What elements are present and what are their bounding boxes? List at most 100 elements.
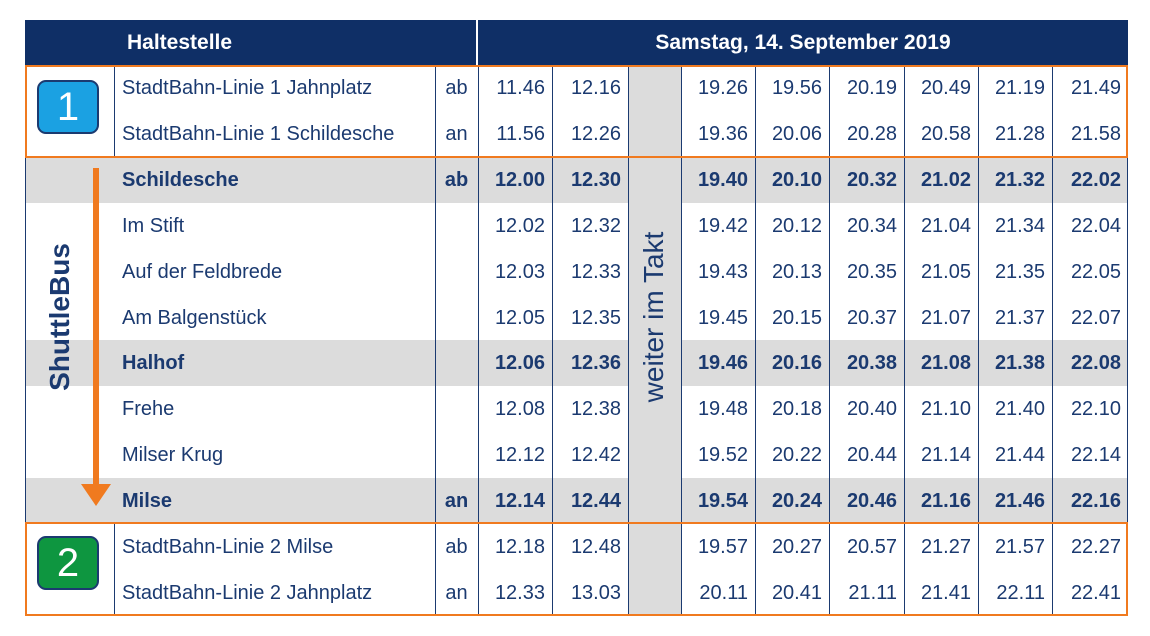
departure-time: 20.57 xyxy=(846,536,897,558)
departure-time: 12.30 xyxy=(570,168,621,191)
departure-time: 20.44 xyxy=(846,444,897,467)
table-row: StadtBahn-Linie 1 Schildesche an 11.56 12.2… xyxy=(25,111,1128,157)
departure-time: 19.40 xyxy=(697,168,748,191)
column-divider xyxy=(904,65,905,616)
column-divider xyxy=(681,65,682,616)
departure-time: 13.03 xyxy=(570,581,621,604)
header-date-cell xyxy=(478,20,1128,65)
departure-time: 20.11 xyxy=(699,581,748,604)
timetable: Haltestelle Samstag, 14. September 2019 … xyxy=(25,20,1128,616)
shuttle-section-frame xyxy=(25,158,1128,522)
departure-time: 21.41 xyxy=(920,581,971,604)
direction-label: an xyxy=(444,490,469,513)
departure-time: 12.06 xyxy=(494,352,545,375)
departure-time: 22.10 xyxy=(1070,398,1121,421)
departure-time: 20.41 xyxy=(771,581,822,604)
departure-time: 19.52 xyxy=(697,444,748,467)
departure-time: 20.49 xyxy=(920,77,971,99)
departure-time: 12.02 xyxy=(494,214,545,237)
header-date: Samstag, 14. September 2019 xyxy=(655,31,951,54)
departure-time: 12.05 xyxy=(494,306,545,329)
departure-time: 21.10 xyxy=(920,398,971,421)
stop-name: Am Balgenstück xyxy=(122,306,267,329)
departure-time: 21.34 xyxy=(994,214,1045,237)
departure-time: 22.08 xyxy=(1070,352,1121,375)
departure-time: 12.36 xyxy=(570,352,621,375)
departure-time: 21.04 xyxy=(920,214,971,237)
departure-time: 22.07 xyxy=(1070,306,1121,329)
departure-time: 21.08 xyxy=(920,352,971,375)
departure-time: 22.14 xyxy=(1070,444,1121,467)
stop-name: Milser Krug xyxy=(122,444,224,467)
departure-time: 12.38 xyxy=(570,398,621,421)
column-divider xyxy=(978,65,979,616)
departure-time: 20.10 xyxy=(771,168,822,191)
departure-time: 21.44 xyxy=(994,444,1045,467)
departure-time: 22.11 xyxy=(996,581,1045,604)
stop-name: Schildesche xyxy=(122,168,239,191)
departure-time: 12.08 xyxy=(494,398,545,421)
table-row: Schildesche ab 12.00 12.30 19.40 20.10 20.32 21… xyxy=(25,156,1128,203)
direction-label: ab xyxy=(445,536,468,558)
column-divider xyxy=(628,65,629,616)
column-divider xyxy=(1052,65,1053,616)
departure-time: 19.54 xyxy=(697,490,748,513)
departure-time: 20.35 xyxy=(846,260,897,283)
departure-time: 21.07 xyxy=(920,306,971,329)
departure-time: 21.14 xyxy=(920,444,971,467)
column-divider xyxy=(829,65,830,616)
departure-time: 19.36 xyxy=(697,122,748,145)
departure-time: 21.02 xyxy=(920,168,971,191)
departure-time: 21.58 xyxy=(1070,122,1121,145)
table-row: Im Stift 12.02 12.32 19.42 20.12 20.34 21.04 21… xyxy=(25,203,1128,249)
line-2-badge: 2 xyxy=(37,536,99,590)
line-2-box xyxy=(25,522,1128,616)
departure-time: 20.12 xyxy=(771,214,822,237)
departure-time: 12.18 xyxy=(494,536,545,558)
line-1-badge: 1 xyxy=(37,80,99,134)
stop-name: Halhof xyxy=(122,352,185,375)
departure-time: 12.42 xyxy=(570,444,621,467)
departure-time: 21.27 xyxy=(920,536,971,558)
column-divider xyxy=(755,65,756,616)
table-row: Milse an 12.14 12.44 19.54 20.24 20.46 21.16 21.… xyxy=(25,478,1128,524)
badge-column-divider xyxy=(114,65,115,158)
departure-time: 20.19 xyxy=(846,77,897,99)
shuttle-arrow-icon xyxy=(81,168,111,506)
departure-time: 20.28 xyxy=(846,122,897,145)
departure-time: 20.27 xyxy=(771,536,822,558)
departure-time: 21.49 xyxy=(1070,77,1121,99)
departure-time: 20.16 xyxy=(771,352,822,375)
departure-time: 20.58 xyxy=(920,122,971,145)
departure-time: 12.14 xyxy=(494,490,545,513)
departure-time: 21.37 xyxy=(994,306,1045,329)
departure-time: 19.46 xyxy=(697,352,748,375)
departure-time: 12.16 xyxy=(570,77,621,99)
departure-time: 12.00 xyxy=(494,168,545,191)
departure-time: 19.57 xyxy=(697,536,748,558)
departure-time: 20.15 xyxy=(771,306,822,329)
departure-time: 22.02 xyxy=(1070,168,1121,191)
departure-time: 22.27 xyxy=(1070,536,1121,558)
departure-time: 20.18 xyxy=(771,398,822,421)
stop-name: StadtBahn-Linie 1 Jahnplatz xyxy=(122,77,373,99)
departure-time: 21.40 xyxy=(994,398,1045,421)
departure-time: 20.24 xyxy=(771,490,822,513)
header-stop-label: Haltestelle xyxy=(127,31,233,54)
stop-name: Frehe xyxy=(122,398,175,421)
departure-time: 20.40 xyxy=(846,398,897,421)
table-row: Milser Krug 12.12 12.42 19.52 20.22 20.44 21.1… xyxy=(25,432,1128,478)
departure-time: 12.12 xyxy=(494,444,545,467)
departure-time: 19.48 xyxy=(697,398,748,421)
departure-time: 21.28 xyxy=(994,122,1045,145)
departure-time: 19.45 xyxy=(697,306,748,329)
column-divider xyxy=(478,65,479,616)
departure-time: 22.41 xyxy=(1070,581,1121,604)
header-stop-cell xyxy=(25,20,476,65)
departure-time: 19.43 xyxy=(697,260,748,283)
table-row: Am Balgenstück 12.05 12.35 19.45 20.15 20.37 2… xyxy=(25,295,1128,341)
departure-time: 22.04 xyxy=(1070,214,1121,237)
table-row: StadtBahn-Linie 1 Jahnplatz ab 11.46 12.16 1… xyxy=(25,65,1128,111)
departure-time: 21.35 xyxy=(994,260,1045,283)
stop-name: Milse xyxy=(122,490,173,513)
